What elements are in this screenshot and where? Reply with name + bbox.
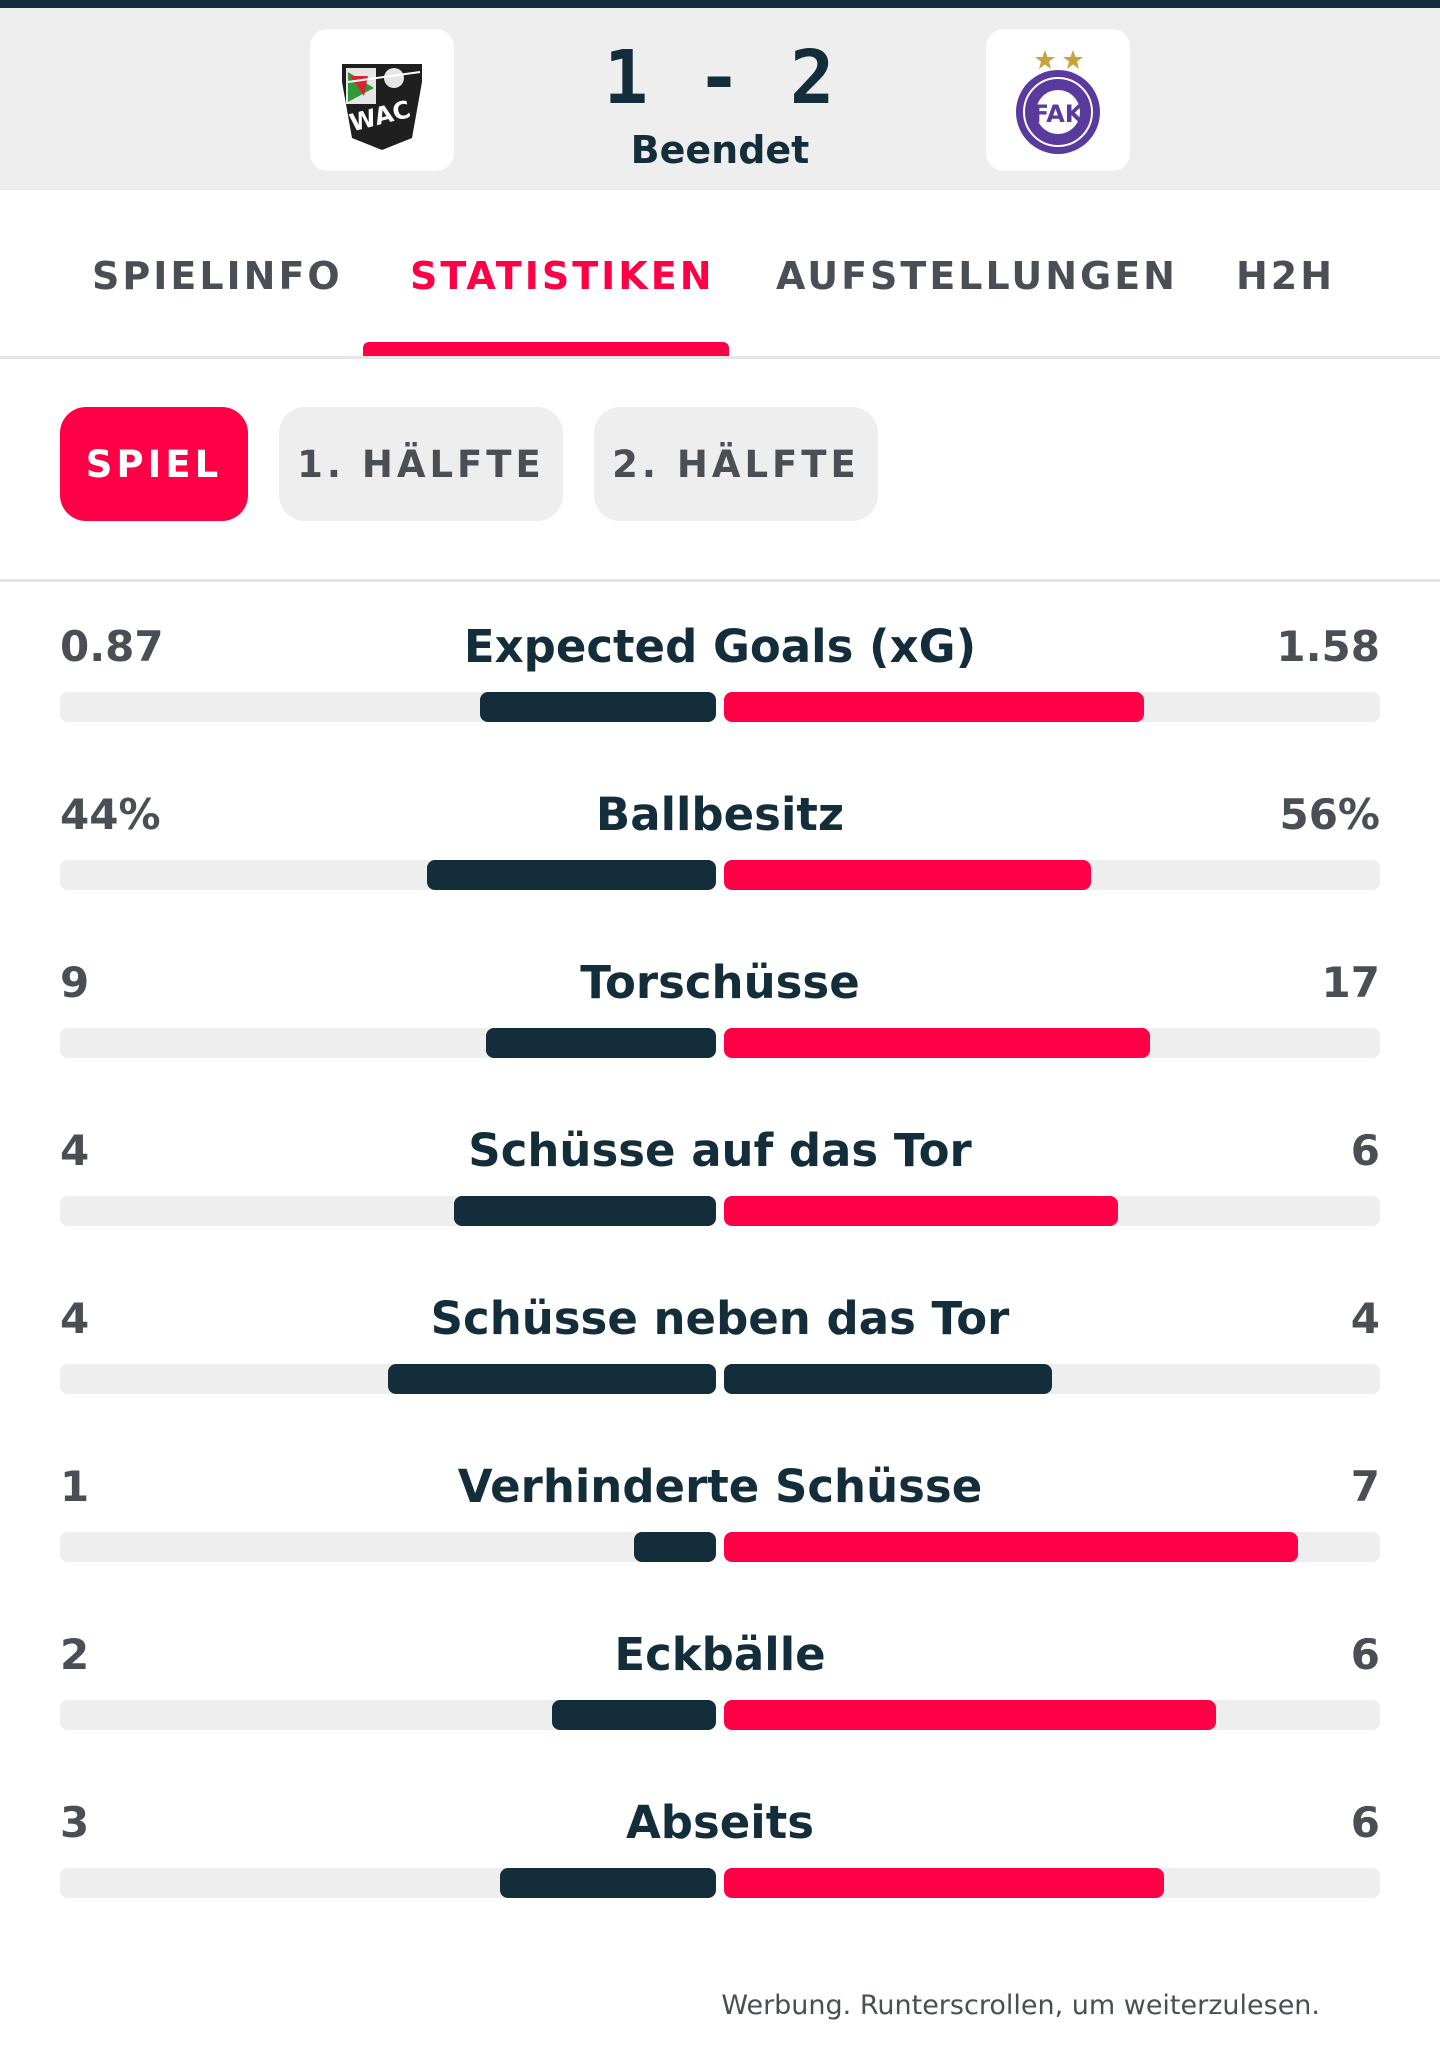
top-border bbox=[0, 0, 1440, 8]
home-stat-bar bbox=[486, 1028, 716, 1058]
svg-text:FAK: FAK bbox=[1033, 100, 1085, 128]
away-stat-value: 6 bbox=[1350, 1630, 1380, 1679]
away-stat-value: 4 bbox=[1350, 1294, 1380, 1343]
away-stat-value: 1.58 bbox=[1276, 622, 1380, 671]
tab-statistiken[interactable]: STATISTIKEN bbox=[410, 254, 715, 298]
away-stat-bar bbox=[724, 1532, 1298, 1562]
fak-logo-icon: FAK bbox=[1016, 50, 1100, 154]
home-stat-value: 1 bbox=[60, 1462, 90, 1511]
match-header: WAC 1 - 2 Beendet FAK bbox=[0, 8, 1440, 190]
away-stat-track bbox=[724, 1196, 1380, 1226]
home-stat-value: 0.87 bbox=[60, 622, 164, 671]
tab-h2h[interactable]: H2H bbox=[1236, 254, 1336, 298]
stat-label: Expected Goals (xG) bbox=[463, 620, 977, 673]
home-stat-track bbox=[60, 1028, 716, 1058]
stat-row: 4 Schüsse neben das Tor 4 bbox=[0, 1254, 1440, 1422]
away-stat-value: 17 bbox=[1321, 958, 1380, 1007]
home-stat-bar bbox=[480, 692, 716, 722]
home-stat-value: 3 bbox=[60, 1798, 90, 1847]
tab-bar: SPIELINFO STATISTIKEN AUFSTELLUNGEN H2H bbox=[0, 190, 1440, 359]
home-stat-track bbox=[60, 1364, 716, 1394]
stat-label: Torschüsse bbox=[580, 956, 860, 1009]
away-stat-bar bbox=[724, 1700, 1216, 1730]
away-stat-value: 7 bbox=[1350, 1462, 1380, 1511]
home-stat-track bbox=[60, 1868, 716, 1898]
home-stat-value: 2 bbox=[60, 1630, 90, 1679]
filter-spiel[interactable]: SPIEL bbox=[60, 407, 248, 521]
active-tab-indicator bbox=[363, 342, 729, 356]
home-stat-bar bbox=[388, 1364, 716, 1394]
wac-logo-icon: WAC bbox=[342, 64, 422, 150]
stat-label: Abseits bbox=[625, 1796, 815, 1849]
stat-row: 3 Abseits 6 bbox=[0, 1758, 1440, 1926]
away-stat-bar bbox=[724, 860, 1091, 890]
tab-aufstellungen[interactable]: AUFSTELLUNGEN bbox=[776, 254, 1178, 298]
away-stat-track bbox=[724, 860, 1380, 890]
home-stat-bar bbox=[634, 1532, 716, 1562]
home-stat-track bbox=[60, 692, 716, 722]
filter-first-half[interactable]: 1. HÄLFTE bbox=[279, 407, 563, 521]
stat-label: Verhinderte Schüsse bbox=[457, 1460, 983, 1513]
stat-label: Eckbälle bbox=[614, 1628, 826, 1681]
home-stat-track bbox=[60, 1196, 716, 1226]
home-stat-bar bbox=[500, 1868, 716, 1898]
stat-label: Ballbesitz bbox=[595, 788, 845, 841]
away-team-crest[interactable]: FAK bbox=[986, 29, 1130, 171]
stat-label: Schüsse neben das Tor bbox=[430, 1292, 1010, 1345]
match-score: 1 - 2 bbox=[603, 35, 837, 121]
away-stat-track bbox=[724, 1364, 1380, 1394]
away-stat-bar bbox=[724, 1364, 1052, 1394]
home-stat-bar bbox=[427, 860, 716, 890]
away-stat-bar bbox=[724, 692, 1144, 722]
away-stat-track bbox=[724, 1532, 1380, 1562]
period-filter: SPIEL 1. HÄLFTE 2. HÄLFTE bbox=[0, 359, 1440, 582]
home-stat-value: 4 bbox=[60, 1126, 90, 1175]
home-stat-bar bbox=[552, 1700, 716, 1730]
away-stat-track bbox=[724, 692, 1380, 722]
stat-row: 9 Torschüsse 17 bbox=[0, 918, 1440, 1086]
home-stat-value: 4 bbox=[60, 1294, 90, 1343]
stat-row: 4 Schüsse auf das Tor 6 bbox=[0, 1086, 1440, 1254]
away-stat-bar bbox=[724, 1028, 1150, 1058]
filter-second-half[interactable]: 2. HÄLFTE bbox=[594, 407, 878, 521]
match-status: Beendet bbox=[630, 128, 810, 172]
stat-row: 1 Verhinderte Schüsse 7 bbox=[0, 1422, 1440, 1590]
away-stat-value: 56% bbox=[1279, 790, 1380, 839]
away-stat-track bbox=[724, 1028, 1380, 1058]
stat-row: 44% Ballbesitz 56% bbox=[0, 750, 1440, 918]
away-stat-bar bbox=[724, 1868, 1164, 1898]
home-stat-bar bbox=[454, 1196, 716, 1226]
away-stat-value: 6 bbox=[1350, 1798, 1380, 1847]
home-stat-value: 44% bbox=[60, 790, 161, 839]
stat-row: 0.87 Expected Goals (xG) 1.58 bbox=[0, 582, 1440, 750]
home-team-crest[interactable]: WAC bbox=[310, 29, 454, 171]
away-stat-value: 6 bbox=[1350, 1126, 1380, 1175]
home-stat-track bbox=[60, 1532, 716, 1562]
stat-label: Schüsse auf das Tor bbox=[468, 1124, 972, 1177]
away-stat-track bbox=[724, 1700, 1380, 1730]
away-stat-track bbox=[724, 1868, 1380, 1898]
home-stat-value: 9 bbox=[60, 958, 90, 1007]
tab-spielinfo[interactable]: SPIELINFO bbox=[92, 254, 343, 298]
ad-notice: Werbung. Runterscrollen, um weiterzulese… bbox=[721, 1990, 1320, 2021]
home-stat-track bbox=[60, 1700, 716, 1730]
away-stat-bar bbox=[724, 1196, 1118, 1226]
stat-row: 2 Eckbälle 6 bbox=[0, 1590, 1440, 1758]
home-stat-track bbox=[60, 860, 716, 890]
